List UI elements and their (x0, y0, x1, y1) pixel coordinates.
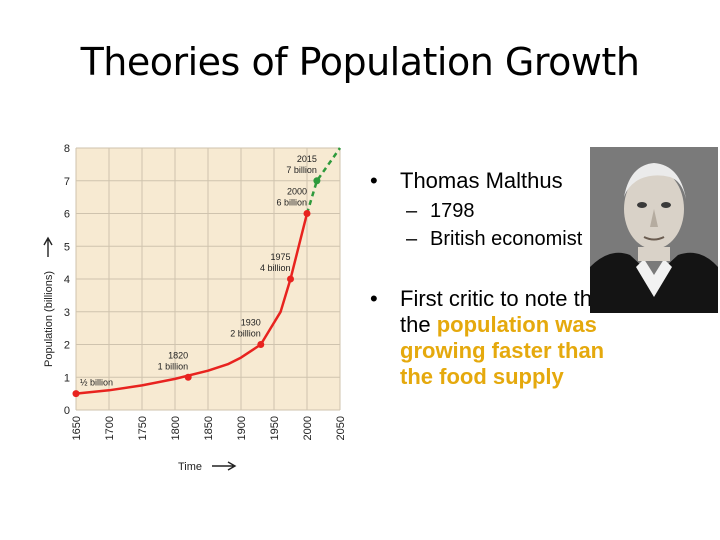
data-point (184, 373, 192, 381)
series-line-projected (305, 147, 342, 214)
data-label-year: 1975 (270, 252, 290, 262)
x-tick-label: 1850 (203, 416, 215, 440)
x-tick-label: 2050 (335, 416, 347, 440)
data-point (303, 210, 311, 217)
bullet-critic-text: First critic to note that the (400, 286, 611, 337)
x-tick-label: 1750 (137, 416, 149, 440)
data-label-year: 1930 (241, 318, 261, 328)
y-tick-label: 8 (64, 143, 70, 155)
x-tick-label: 1800 (170, 416, 182, 440)
data-label-value: 7 billion (286, 165, 317, 175)
bullet-marker: • (370, 168, 378, 193)
bullet-malthus: • Thomas Malthus (370, 168, 620, 194)
y-tick-label: 5 (64, 241, 70, 253)
x-tick-label: 1950 (269, 416, 281, 440)
y-axis-arrow-icon (43, 236, 53, 257)
bullet-critic-highlight: population was growing faster than the f… (400, 312, 605, 389)
x-axis-label: Time (178, 461, 202, 473)
y-tick-label: 4 (64, 274, 70, 286)
data-label-year: 2000 (287, 187, 307, 197)
sub-bullet-dash: – (406, 200, 418, 222)
data-point (313, 177, 321, 185)
x-tick-label: 2000 (302, 416, 314, 440)
sub-bullet-occupation: – British economist (370, 228, 620, 250)
bullet-list: • Thomas Malthus – 1798 – British econom… (370, 168, 620, 390)
series-line-historical (75, 213, 309, 395)
y-tick-label: 2 (64, 340, 70, 352)
sub-bullet-year: – 1798 (370, 200, 620, 222)
x-tick-label: 1700 (104, 416, 116, 440)
sub-bullet-year-text: 1798 (430, 200, 475, 222)
population-chart: 0 1 2 3 4 5 6 7 8 1650 1700 1750 1800 1850 1900 1950 200… (40, 138, 360, 478)
data-label-year: 2015 (297, 154, 317, 164)
bullet-marker: • (370, 286, 378, 311)
data-label-year: 1820 (168, 350, 188, 360)
y-tick-label: 6 (64, 209, 70, 221)
data-label-value: 2 billion (230, 329, 261, 339)
population-chart-svg: 0 1 2 3 4 5 6 7 8 1650 1700 1750 1800 1850 1900 1950 200… (43, 143, 347, 473)
data-label-value: 6 billion (276, 198, 307, 208)
y-tick-label: 0 (64, 405, 70, 417)
y-axis-label: Population (billions) (43, 271, 55, 367)
x-tick-label: 1900 (236, 416, 248, 440)
bullet-critic: • First critic to note that the populati… (370, 286, 620, 390)
bullet-malthus-text: Thomas Malthus (400, 168, 563, 193)
x-tick-label: 1650 (71, 416, 83, 440)
sub-bullet-occupation-text: British economist (430, 228, 583, 250)
x-axis-arrow-icon (212, 461, 237, 471)
data-point (72, 390, 80, 398)
y-tick-label: 3 (64, 307, 70, 319)
y-tick-label: 1 (64, 372, 70, 384)
y-tick-label: 7 (64, 176, 70, 188)
sub-bullet-dash: – (406, 228, 418, 250)
data-label: ½ billion (80, 378, 113, 388)
data-point (287, 275, 294, 283)
data-label-value: 1 billion (158, 361, 189, 371)
portrait-of-thomas-malthus-icon (590, 147, 718, 313)
slide-title: Theories of Population Growth (80, 40, 640, 84)
data-point (257, 341, 265, 348)
data-label-value: 4 billion (260, 263, 291, 273)
